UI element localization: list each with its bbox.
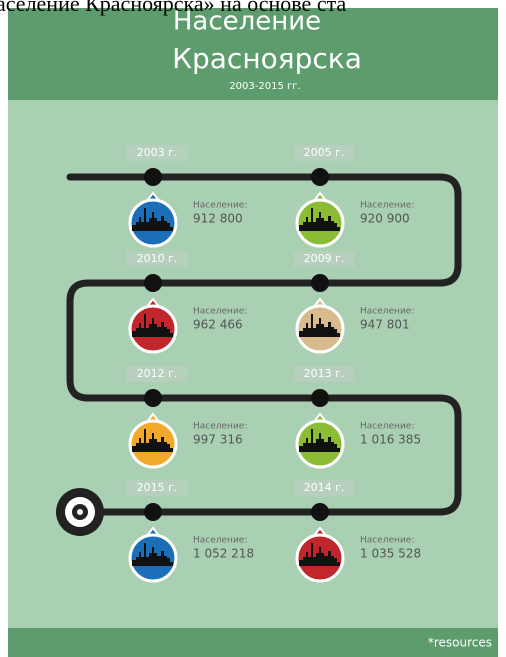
- population-value: 1 016 385: [360, 433, 421, 447]
- node-dot: [144, 274, 162, 292]
- year-label: 2003 г.: [137, 146, 178, 159]
- population-label: Население:: [360, 422, 414, 432]
- year-label: 2010 г.: [137, 252, 178, 265]
- population-value: 962 466: [193, 318, 243, 332]
- population-value: 920 900: [360, 212, 410, 226]
- population-value: 997 316: [193, 433, 243, 447]
- resources-link[interactable]: *resources: [428, 636, 492, 650]
- population-label: Население:: [193, 422, 247, 432]
- infographic: аселение Красноярска» на основе ста Насе…: [0, 0, 506, 657]
- node-dot: [311, 389, 329, 407]
- population-label: Население:: [193, 307, 247, 317]
- finish-target: [56, 488, 104, 536]
- population-value: 1 052 218: [193, 547, 254, 561]
- population-label: Население:: [193, 201, 247, 211]
- title-line: Население: [173, 7, 321, 37]
- node-dot: [311, 503, 329, 521]
- node-dot: [311, 274, 329, 292]
- title-line: Красноярска: [172, 42, 362, 75]
- node-dot: [311, 168, 329, 186]
- year-label: 2012 г.: [137, 367, 178, 380]
- population-value: 912 800: [193, 212, 243, 226]
- node-dot: [144, 168, 162, 186]
- population-label: Население:: [193, 536, 247, 546]
- year-label: 2009 г.: [304, 252, 345, 265]
- population-label: Население:: [360, 201, 414, 211]
- footer-band: [8, 628, 498, 657]
- year-label: 2014 г.: [304, 481, 345, 494]
- population-value: 1 035 528: [360, 547, 421, 561]
- year-label: 2013 г.: [304, 367, 345, 380]
- node-dot: [144, 389, 162, 407]
- population-value: 947 801: [360, 318, 410, 332]
- population-label: Население:: [360, 536, 414, 546]
- subtitle: 2003-2015 гг.: [229, 81, 300, 92]
- year-label: 2005 г.: [304, 146, 345, 159]
- population-label: Население:: [360, 307, 414, 317]
- year-label: 2015 г.: [137, 481, 178, 494]
- target-ring: [77, 509, 83, 515]
- node-dot: [144, 503, 162, 521]
